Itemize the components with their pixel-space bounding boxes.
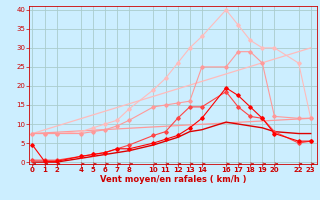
X-axis label: Vent moyen/en rafales ( km/h ): Vent moyen/en rafales ( km/h ) [100, 175, 246, 184]
